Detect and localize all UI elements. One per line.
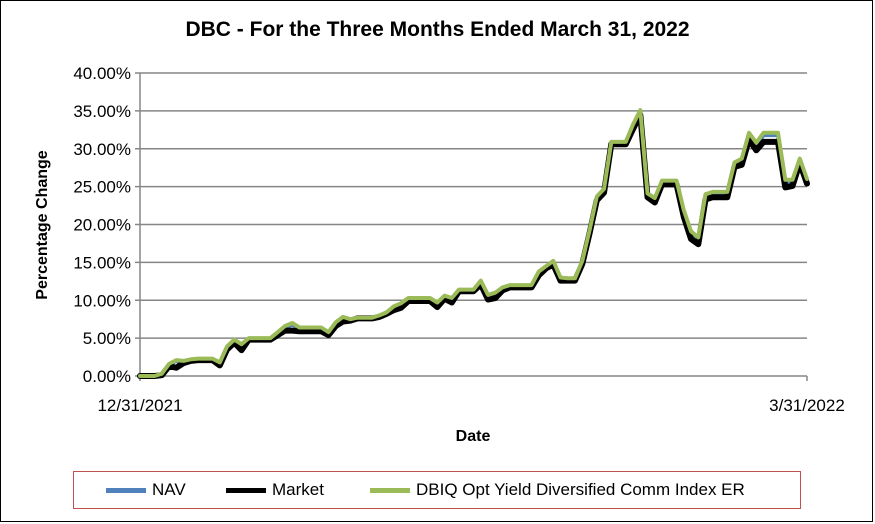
legend: NAV Market DBIQ Opt Yield Diversified Co… <box>73 471 801 509</box>
legend-label-nav: NAV <box>152 480 186 499</box>
x-axis-label: Date <box>456 428 491 445</box>
legend-label-index: DBIQ Opt Yield Diversified Comm Index ER <box>416 480 745 499</box>
x-tick-labels: 12/31/2021 3/31/2022 <box>97 396 844 415</box>
y-tick-label: 20.00% <box>73 216 131 235</box>
legend-swatch-nav <box>106 487 146 493</box>
legend-swatch-market <box>226 487 266 493</box>
series-line-index <box>138 108 809 378</box>
x-tick-label-start: 12/31/2021 <box>97 396 182 415</box>
chart-title: DBC - For the Three Months Ended March 3… <box>185 18 690 41</box>
y-tick-labels: 0.00% 5.00% 10.00% 15.00% 20.00% 25.00% 30.00%… <box>73 64 131 386</box>
y-tick-label: 0.00% <box>83 367 131 386</box>
y-tick-label: 30.00% <box>73 140 131 159</box>
gridlines <box>140 72 807 339</box>
series-line-market <box>137 111 810 379</box>
legend-item-index: DBIQ Opt Yield Diversified Comm Index ER <box>370 472 745 508</box>
legend-item-market: Market <box>226 472 324 508</box>
legend-item-nav: NAV <box>106 472 186 508</box>
y-tick-label: 10.00% <box>73 291 131 310</box>
y-tick-label: 35.00% <box>73 102 131 121</box>
y-axis-label: Percentage Change <box>34 150 51 299</box>
legend-swatch-index <box>370 487 410 493</box>
y-tick-label: 15.00% <box>73 253 131 272</box>
series-lines <box>137 108 810 379</box>
axes <box>135 72 808 381</box>
legend-label-market: Market <box>272 480 324 499</box>
series-line-nav <box>138 109 809 378</box>
y-tick-label: 40.00% <box>73 64 131 83</box>
y-tick-label: 5.00% <box>83 329 131 348</box>
x-tick-label-end: 3/31/2022 <box>769 396 845 415</box>
y-tick-label: 25.00% <box>73 178 131 197</box>
